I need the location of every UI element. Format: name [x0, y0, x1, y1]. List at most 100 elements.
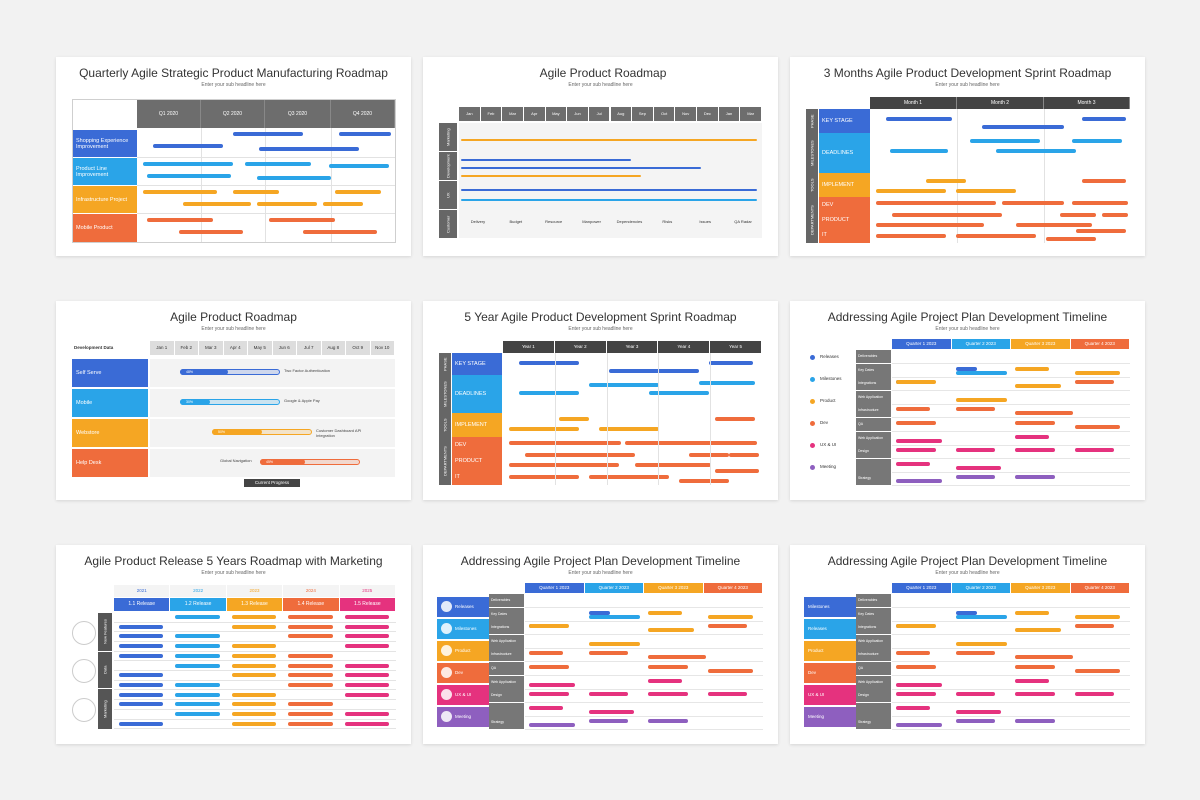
- release-cell: [288, 682, 333, 687]
- slide-title: Agile Product Roadmap: [170, 310, 297, 324]
- release-cell: [288, 624, 333, 629]
- quarter-header: Quarter 3 2023: [644, 583, 703, 593]
- group-label: TOOLS: [806, 173, 818, 197]
- group-label: PHASE: [806, 109, 818, 133]
- slide-5-thumbnail[interactable]: 5 Year Agile Product Development Sprint …: [423, 301, 778, 500]
- month-header: Nov: [675, 107, 697, 121]
- timeline-bar: [529, 651, 563, 656]
- timeline-bar: [1074, 614, 1121, 619]
- timeline-bar: [1015, 719, 1055, 724]
- timeline-bar: [1015, 475, 1055, 480]
- row-label: KEY STAGE: [452, 353, 502, 375]
- release-cell: [175, 702, 220, 707]
- timeline-grid: Milestones Releases Product Dev UX & UI Meeti…: [804, 583, 1130, 731]
- quarter-header: Quarter 1 2023: [892, 583, 951, 593]
- timeline-bar: [1015, 610, 1049, 615]
- quarter-header: Quarter 2 2023: [951, 339, 1010, 349]
- legend-label: UX & UI: [820, 442, 837, 447]
- release-cell: [175, 653, 220, 658]
- release-header: 1.3 Release: [226, 598, 283, 611]
- slide-2-thumbnail[interactable]: Agile Product Roadmap Enter your sub hea…: [423, 57, 778, 256]
- year-header: 2021: [114, 585, 170, 597]
- category-label: Integrations: [856, 621, 891, 635]
- timeline-bar: [648, 692, 688, 697]
- quarter-header: Quarter 4 2023: [703, 583, 762, 593]
- release-cell: [231, 712, 277, 716]
- legend-icon: [441, 689, 452, 700]
- grid-line: [892, 661, 1130, 663]
- timeline-bar: [955, 610, 978, 615]
- slide-8-thumbnail[interactable]: Addressing Agile Project Plan Developmen…: [423, 545, 778, 744]
- timeline-bar: [1074, 624, 1115, 629]
- legend-label: Dev: [804, 663, 856, 683]
- month-header: Jun: [567, 107, 588, 121]
- slide-3-thumbnail[interactable]: 3 Months Agile Product Development Sprin…: [790, 57, 1145, 256]
- grid-line: [892, 471, 1130, 473]
- category-label: Web Application: [856, 675, 891, 689]
- slide-9-thumbnail[interactable]: Addressing Agile Project Plan Developmen…: [790, 545, 1145, 744]
- slide-6-thumbnail[interactable]: Addressing Agile Project Plan Developmen…: [790, 301, 1145, 500]
- row-label: DEADLINES: [819, 133, 870, 173]
- grid-line: [892, 390, 1130, 392]
- timeline-bar: [896, 723, 942, 728]
- release-cell: [288, 615, 333, 619]
- release-cell: [288, 673, 333, 678]
- slide-1-thumbnail[interactable]: Quarterly Agile Strategic Product Manufa…: [56, 57, 411, 256]
- group-label: DEPARTMENTS: [439, 437, 451, 485]
- quarter-header: Quarter 2 2023: [951, 583, 1010, 593]
- timeline-bar: [896, 421, 936, 425]
- grid-line: [525, 634, 763, 636]
- month-header: Jan: [718, 107, 740, 121]
- category-label: Design: [856, 445, 891, 459]
- category-label: Strategy: [489, 716, 524, 730]
- timeline-bar: [896, 665, 936, 669]
- period-header: Year 5: [710, 341, 761, 353]
- month-header: Jan: [459, 107, 480, 121]
- quarter-header: Quarter 3 2023: [1011, 339, 1070, 349]
- group-label: MILESTONES: [439, 375, 451, 413]
- row-label: Product Line Improvement: [73, 158, 137, 185]
- progress-note: Two Factor Authentication: [284, 368, 331, 373]
- legend-label: Releases: [820, 354, 839, 359]
- development-data-header: Development Data: [74, 345, 114, 350]
- legend-label: Milestones: [804, 597, 856, 617]
- legend-dot: [810, 465, 815, 470]
- category-label: [856, 702, 891, 716]
- timeline-bar: [707, 669, 754, 673]
- release-cell: [119, 634, 164, 639]
- customer-item: Risks: [662, 219, 673, 224]
- month-header: Feb: [480, 107, 502, 121]
- slide-7-thumbnail[interactable]: Agile Product Release 5 Years Roadmap wi…: [56, 545, 411, 744]
- legend-icon: [441, 623, 452, 634]
- slide-4-thumbnail[interactable]: Agile Product Roadmap Enter your sub hea…: [56, 301, 411, 500]
- grid-line: [114, 621, 396, 623]
- timeline-bar: [648, 655, 706, 660]
- release-cell: [288, 702, 333, 707]
- timeline-bar: [955, 719, 996, 724]
- timeline-bar: [955, 641, 1008, 646]
- slide-title: Agile Product Release 5 Years Roadmap wi…: [84, 554, 383, 568]
- timeline-bar: [1074, 425, 1121, 429]
- month-header: Mar: [740, 107, 761, 121]
- roadmap-grid: Marketing Development UX Customer Jan Feb…: [439, 107, 762, 241]
- slide-subtitle: Enter your sub headline here: [568, 326, 633, 332]
- group-label: Marketing: [98, 689, 112, 729]
- section-label: Marketing: [439, 123, 457, 151]
- grid-line: [892, 607, 1130, 608]
- legend-icon: [441, 601, 452, 612]
- timeline-bar: [1074, 692, 1115, 697]
- category-label: Infrastructure: [489, 648, 524, 662]
- timeline-bar: [529, 665, 569, 669]
- timeline-bar: [588, 719, 629, 724]
- timeline-bar: [588, 614, 641, 619]
- date-header: Feb 2: [174, 341, 198, 355]
- month-header: Jul: [588, 107, 610, 121]
- timeline-bar: [707, 614, 754, 619]
- timeline-bar: [1015, 434, 1049, 439]
- release-cell: [231, 702, 277, 707]
- date-header: Jan 1: [150, 341, 174, 355]
- customer-item: Manpower: [582, 219, 601, 224]
- date-header: Apr 4: [223, 341, 247, 355]
- grid-line: [892, 363, 1130, 364]
- row-label: KEY STAGE: [819, 109, 870, 133]
